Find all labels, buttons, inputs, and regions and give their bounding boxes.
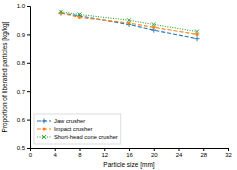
x-axis-tick: 0 [29,148,33,158]
legend-label: Short-head cone crusher [54,134,118,140]
y-axis-tick-mark [27,120,30,121]
y-axis-tick-label: 0.6 [17,117,26,123]
y-axis-tick-label: 1.0 [17,3,26,9]
series-line [61,13,197,34]
legend-marker [42,127,45,130]
y-axis-tick-mark [27,63,30,64]
series-marker [195,30,199,34]
x-axis-tick-label: 32 [225,152,232,158]
x-axis-tick: 24 [176,148,183,158]
y-axis-tick: 0.6 [17,117,30,123]
y-axis-tick-mark [27,91,30,92]
x-axis-tick-label: 24 [176,152,183,158]
x-axis-tick: 28 [200,148,207,158]
y-axis-tick: 1.0 [17,3,30,9]
y-axis-tick: 0.7 [17,89,30,95]
plot-area [58,10,199,41]
x-axis-tick-label: 12 [101,152,108,158]
x-axis-tick-label: 16 [126,152,133,158]
series-line [61,12,197,32]
legend-marker [42,135,46,139]
x-axis-tick-label: 20 [151,152,158,158]
x-axis-tick-label: 0 [29,152,33,158]
y-axis-tick-mark [27,6,30,7]
x-axis-domain [31,149,229,152]
legend: Jaw crusher Impact crusher Short-head cone… [34,114,121,144]
series-marker [195,36,200,41]
y-axis-tick: 0.5 [17,145,30,151]
legend-label: Jaw crusher [54,118,85,124]
y-axis: 0.5 0.6 0.7 0.8 0.9 1.0 [17,3,31,151]
x-axis-tick-mark [154,148,155,151]
x-axis-tick: 8 [78,148,82,158]
series-marker [58,11,63,16]
x-axis-tick-mark [104,148,105,151]
series-marker [59,10,63,14]
y-axis-domain [27,7,31,149]
chart: 0 4 8 12 16 20 24 28 32 0.5 0.6 0.7 0.8 0.9 1.0 Jaw cru… [0,0,237,170]
series-marker [152,22,156,26]
legend-item: Jaw crusher [37,118,85,124]
x-axis-tick-mark [203,148,204,151]
y-axis-tick-mark [27,148,30,149]
y-axis-title: Proportion of liberated particles [kg/kg… [1,21,9,132]
series-marker [78,13,82,17]
x-axis-tick: 4 [54,148,58,158]
series-line [61,13,197,39]
legend-item: Impact crusher [37,126,92,132]
x-axis-tick-mark [228,148,229,151]
x-axis-tick-mark [129,148,130,151]
y-axis-tick-mark [27,34,30,35]
legend-label: Impact crusher [54,126,92,132]
x-axis-tick-mark [80,148,81,151]
x-axis-tick-mark [179,148,180,151]
series-marker [127,18,131,22]
x-axis-tick: 32 [225,148,232,158]
x-axis-tick: 12 [101,148,108,158]
x-axis-tick-label: 8 [78,152,82,158]
legend-box [34,114,121,144]
y-axis-tick-label: 0.5 [17,145,26,151]
plot: 0 4 8 12 16 20 24 28 32 0.5 0.6 0.7 0.8 0.9 1.0 Jaw cru… [17,3,233,158]
x-axis-tick-mark [55,148,56,151]
x-axis-tick-label: 4 [54,152,58,158]
legend-marker [42,119,47,124]
x-axis-tick-label: 28 [200,152,207,158]
y-axis-tick-label: 0.8 [17,60,26,66]
legend-item: Short-head cone crusher [37,134,118,140]
x-axis-title: Particle size [mm] [103,161,154,169]
y-axis-tick: 0.8 [17,60,30,66]
x-axis-tick: 20 [151,148,158,158]
y-axis-tick-label: 0.7 [17,89,26,95]
y-axis-tick: 0.9 [17,32,30,38]
y-axis-tick-label: 0.9 [17,32,26,38]
x-axis: 0 4 8 12 16 20 24 28 32 [29,148,233,158]
x-axis-tick: 16 [126,148,133,158]
